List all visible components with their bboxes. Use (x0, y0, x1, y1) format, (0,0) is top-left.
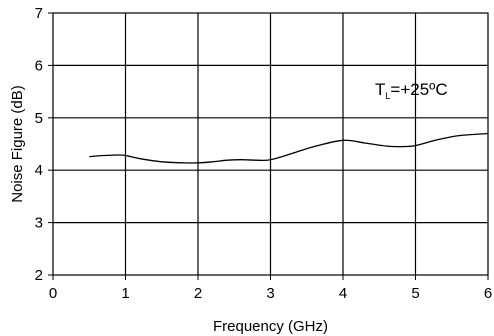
x-tick-label-0: 0 (49, 285, 57, 302)
y-tick-label-1: 3 (35, 215, 43, 232)
y-axis-label: Noise Figure (dB) (9, 85, 26, 203)
y-axis-ticks: 2 3 4 5 6 7 (35, 5, 53, 284)
x-tick-label-5: 5 (411, 285, 419, 302)
y-tick-label-3: 5 (35, 110, 43, 127)
temperature-annotation: TL=+25ºC (375, 80, 448, 101)
x-tick-label-2: 2 (194, 285, 202, 302)
annotation-main: T (375, 80, 385, 99)
x-tick-label-4: 4 (339, 285, 347, 302)
grid (53, 13, 488, 275)
y-tick-label-5: 7 (35, 5, 43, 22)
x-axis-label: Frequency (GHz) (213, 318, 328, 335)
annotation-rest: =+25ºC (390, 80, 447, 99)
annotation-subscript: L (385, 91, 390, 101)
x-tick-label-1: 1 (121, 285, 129, 302)
y-tick-label-0: 2 (35, 267, 43, 284)
y-tick-label-2: 4 (35, 162, 43, 179)
noise-figure-series-line (89, 132, 489, 164)
x-tick-label-6: 6 (484, 285, 492, 302)
y-tick-label-4: 6 (35, 57, 43, 74)
x-axis-ticks: 0 1 2 3 4 5 6 (49, 275, 492, 302)
x-tick-label-3: 3 (266, 285, 274, 302)
